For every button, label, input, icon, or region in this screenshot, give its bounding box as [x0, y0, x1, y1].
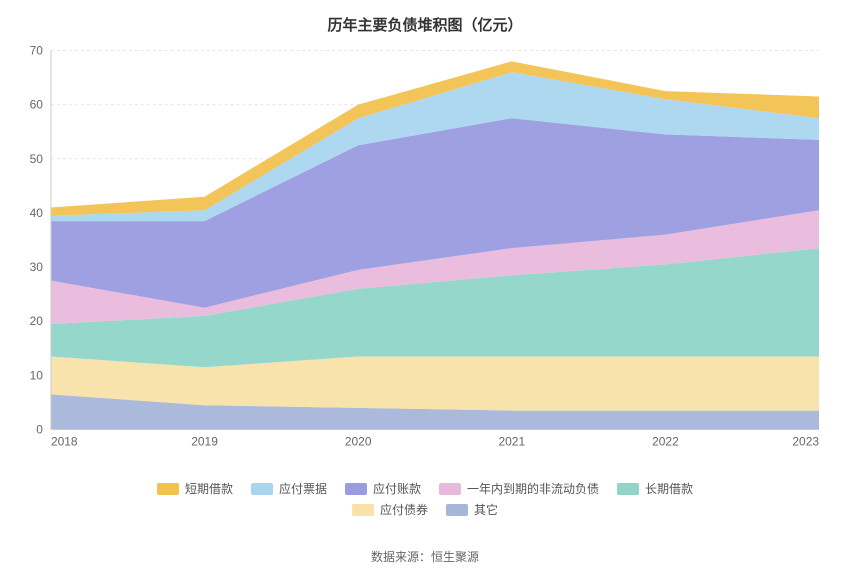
- legend-item[interactable]: 长期借款: [617, 480, 693, 497]
- svg-text:60: 60: [30, 98, 44, 112]
- legend-swatch: [446, 504, 468, 516]
- chart-container: 历年主要负债堆积图（亿元） 01020304050607020182019202…: [0, 0, 850, 575]
- chart-title: 历年主要负债堆积图（亿元）: [0, 14, 850, 35]
- svg-text:0: 0: [36, 423, 43, 437]
- legend-label: 一年内到期的非流动负债: [467, 480, 599, 497]
- svg-text:40: 40: [30, 206, 44, 220]
- legend-item[interactable]: 应付票据: [251, 480, 327, 497]
- legend-item[interactable]: 应付债券: [352, 501, 428, 518]
- legend-swatch: [251, 483, 273, 495]
- svg-text:2022: 2022: [652, 435, 679, 449]
- legend-swatch: [617, 483, 639, 495]
- svg-text:30: 30: [30, 260, 44, 274]
- legend-label: 应付票据: [279, 480, 327, 497]
- legend-label: 短期借款: [185, 480, 233, 497]
- svg-text:2020: 2020: [345, 435, 372, 449]
- legend-swatch: [345, 483, 367, 495]
- svg-text:50: 50: [30, 152, 44, 166]
- legend-item[interactable]: 应付账款: [345, 480, 421, 497]
- legend-label: 长期借款: [645, 480, 693, 497]
- legend-label: 其它: [474, 501, 498, 518]
- svg-text:2021: 2021: [498, 435, 525, 449]
- legend-label: 应付债券: [380, 501, 428, 518]
- svg-text:20: 20: [30, 314, 44, 328]
- legend-item[interactable]: 一年内到期的非流动负债: [439, 480, 599, 497]
- legend-swatch: [352, 504, 374, 516]
- legend-item[interactable]: 短期借款: [157, 480, 233, 497]
- svg-text:70: 70: [30, 43, 44, 57]
- plot-area: 010203040506070201820192020202120222023: [50, 50, 820, 430]
- legend-swatch: [157, 483, 179, 495]
- legend-item[interactable]: 其它: [446, 501, 498, 518]
- svg-text:10: 10: [30, 368, 44, 382]
- legend: 短期借款 应付票据 应付账款 一年内到期的非流动负债 长期借款应付债券 其它: [0, 480, 850, 518]
- legend-swatch: [439, 483, 461, 495]
- svg-text:2019: 2019: [191, 435, 218, 449]
- legend-label: 应付账款: [373, 480, 421, 497]
- svg-text:2023: 2023: [792, 435, 819, 449]
- svg-text:2018: 2018: [51, 435, 78, 449]
- data-source: 数据来源：恒生聚源: [0, 548, 850, 565]
